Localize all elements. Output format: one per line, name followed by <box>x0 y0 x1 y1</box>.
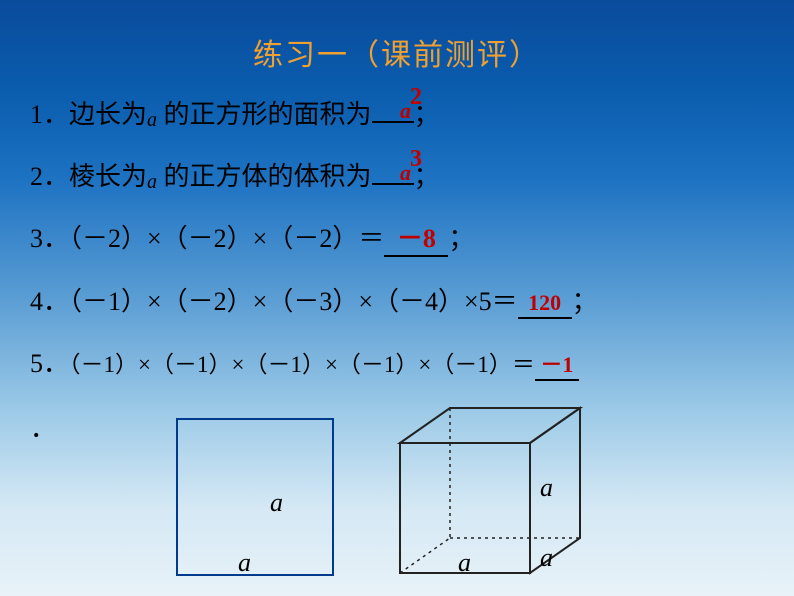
q3-answer: －8 <box>397 224 436 253</box>
q2-number: 2． <box>30 162 69 191</box>
q1-text-before: 边长为 <box>69 100 147 129</box>
q3-expr: （－2）×（－2）×（－2）＝ <box>69 224 384 253</box>
q3-tail: ； <box>448 224 474 253</box>
cube-label-right-side: a <box>540 473 553 503</box>
q2-answer-exp: 3 <box>410 146 422 173</box>
q1-answer-base: a <box>400 98 411 124</box>
cube-label-right-bottom: a <box>540 543 553 573</box>
content-area: 1．边长为a 的正方形的面积为； 2 a 2．棱长为a 的正方体的体积为； 3 … <box>0 74 794 381</box>
q5-blank: －1 <box>535 347 579 381</box>
q1-var: a <box>147 109 157 131</box>
cube-label-bottom: a <box>458 548 471 578</box>
question-2: 2．棱长为a 的正方体的体积为； 3 a <box>30 156 764 194</box>
q3-number: 3． <box>30 224 69 253</box>
q1-number: 1． <box>30 100 69 129</box>
q4-answer: 120 <box>528 290 561 315</box>
question-3: 3．（－2）×（－2）×（－2）＝ －8 ； <box>30 218 764 257</box>
square-label-right: a <box>270 488 283 518</box>
q5-number: 5． <box>30 349 69 378</box>
q4-number: 4． <box>30 287 69 316</box>
square-label-bottom: a <box>238 548 251 578</box>
q4-expr: （－1）×（－2）×（－3）×（－4）×5＝ <box>69 287 518 316</box>
square-shape <box>176 418 334 576</box>
q2-answer-base: a <box>400 160 411 186</box>
q4-blank: 120 <box>518 287 572 319</box>
cube-shape: a a a <box>380 398 600 588</box>
q4-tail: ； <box>572 287 598 316</box>
q2-var: a <box>147 171 157 193</box>
question-1: 1．边长为a 的正方形的面积为； 2 a <box>30 94 764 132</box>
q2-text-before: 棱长为 <box>69 162 147 191</box>
q3-blank: －8 <box>384 218 448 257</box>
question-5: 5．（－1）×（－1）×（－1）×（－1）×（－1）＝－1 <box>30 343 764 381</box>
q2-text-after: 的正方体的体积为 <box>157 162 372 191</box>
slide-title: 练习一（课前测评） <box>0 0 794 74</box>
q1-text-after: 的正方形的面积为 <box>157 100 372 129</box>
q5-answer: －1 <box>540 352 573 377</box>
question-4: 4．（－1）×（－2）×（－3）×（－4）×5＝ 120 ； <box>30 281 764 319</box>
q1-answer-exp: 2 <box>410 84 422 111</box>
q5-expr: （－1）×（－1）×（－1）×（－1）×（－1）＝ <box>69 352 535 377</box>
shapes-area: a a a a a <box>0 398 794 588</box>
